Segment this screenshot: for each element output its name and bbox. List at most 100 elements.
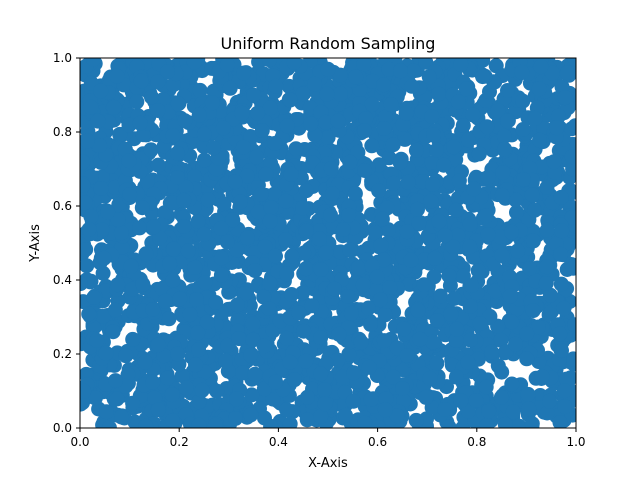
scatter-point xyxy=(532,132,547,148)
scatter-point xyxy=(376,252,392,268)
scatter-point xyxy=(481,403,497,419)
scatter-point xyxy=(437,228,453,244)
scatter-point xyxy=(295,200,311,216)
scatter-point xyxy=(471,146,487,162)
scatter-point xyxy=(207,417,223,428)
scatter-point xyxy=(450,227,466,243)
scatter-point xyxy=(335,222,351,237)
scatter-point xyxy=(196,152,212,168)
scatter-point xyxy=(150,74,166,90)
scatter-point xyxy=(343,305,359,321)
scatter-point xyxy=(279,118,295,134)
scatter-point xyxy=(464,278,480,294)
scatter-point xyxy=(497,416,513,428)
scatter-point xyxy=(405,63,421,79)
scatter-point xyxy=(93,83,109,99)
scatter-point xyxy=(187,169,203,185)
scatter-point xyxy=(422,370,438,386)
scatter-point xyxy=(372,292,388,308)
scatter-point xyxy=(364,96,380,112)
scatter-point xyxy=(164,387,180,403)
scatter-point xyxy=(200,192,216,208)
scatter-point xyxy=(377,402,393,418)
scatter-point xyxy=(101,420,117,428)
y-axis-ticks: 0.0 0.2 0.4 0.6 0.8 1.0 xyxy=(53,51,80,435)
scatter-point xyxy=(109,68,125,84)
scatter-point xyxy=(182,307,198,323)
scatter-point xyxy=(236,65,252,81)
scatter-point xyxy=(191,342,207,358)
scatter-point xyxy=(460,403,476,419)
scatter-point xyxy=(249,149,265,165)
scatter-point xyxy=(342,242,358,258)
scatter-point xyxy=(232,194,248,210)
scatter-point xyxy=(313,262,329,277)
scatter-point xyxy=(539,179,555,195)
scatter-point xyxy=(534,159,550,175)
scatter-point xyxy=(539,259,555,275)
scatter-point xyxy=(462,298,478,314)
scatter-point xyxy=(105,324,121,340)
scatter-point xyxy=(291,305,307,321)
scatter-point xyxy=(189,292,204,307)
scatter-point xyxy=(363,392,379,407)
scatter-point xyxy=(520,386,536,402)
scatter-point xyxy=(361,300,376,316)
scatter-point xyxy=(374,211,390,227)
scatter-point xyxy=(178,179,194,195)
scatter-point xyxy=(357,415,373,428)
scatter-point xyxy=(235,139,251,155)
scatter-point xyxy=(125,331,141,347)
scatter-point xyxy=(378,391,394,407)
scatter-point xyxy=(553,189,569,205)
scatter-point xyxy=(427,250,443,266)
scatter-point xyxy=(178,380,194,396)
scatter-point xyxy=(80,383,92,399)
scatter-point xyxy=(157,205,173,221)
scatter-point xyxy=(256,289,272,305)
scatter-point xyxy=(98,345,114,361)
scatter-point xyxy=(357,163,373,178)
scatter-point xyxy=(230,297,245,313)
scatter-point xyxy=(250,105,265,121)
scatter-point xyxy=(345,393,361,409)
plot-frame xyxy=(79,57,577,429)
scatter-point xyxy=(191,394,207,410)
scatter-point xyxy=(567,118,576,134)
scatter-point xyxy=(319,86,335,102)
scatter-point xyxy=(448,369,464,385)
scatter-point xyxy=(288,141,304,157)
scatter-point xyxy=(412,331,428,347)
scatter-point xyxy=(190,214,206,229)
scatter-point xyxy=(565,260,576,276)
scatter-point xyxy=(146,219,162,235)
scatter-points xyxy=(80,58,576,428)
scatter-point xyxy=(369,269,385,285)
scatter-point xyxy=(196,226,212,242)
scatter-point xyxy=(268,374,284,390)
scatter-point xyxy=(298,223,314,239)
scatter-point xyxy=(385,137,401,153)
scatter-point xyxy=(278,232,294,248)
scatter-point xyxy=(80,195,93,211)
scatter-point xyxy=(437,402,453,417)
scatter-point xyxy=(320,130,336,145)
scatter-point xyxy=(166,241,182,257)
scatter-point xyxy=(80,154,91,170)
scatter-point xyxy=(262,275,278,291)
scatter-point xyxy=(132,220,147,236)
scatter-point xyxy=(466,181,482,197)
scatter-point xyxy=(385,369,401,385)
scatter-point xyxy=(368,225,383,241)
scatter-point xyxy=(219,234,235,250)
scatter-point xyxy=(497,141,513,157)
scatter-point xyxy=(511,418,527,428)
scatter-point xyxy=(431,213,447,229)
scatter-point xyxy=(451,173,467,189)
scatter-point xyxy=(556,383,572,399)
scatter-point xyxy=(351,260,366,276)
scatter-point xyxy=(279,266,295,282)
scatter-point xyxy=(493,332,509,348)
scatter-point xyxy=(525,303,541,319)
scatter-point xyxy=(564,210,576,226)
